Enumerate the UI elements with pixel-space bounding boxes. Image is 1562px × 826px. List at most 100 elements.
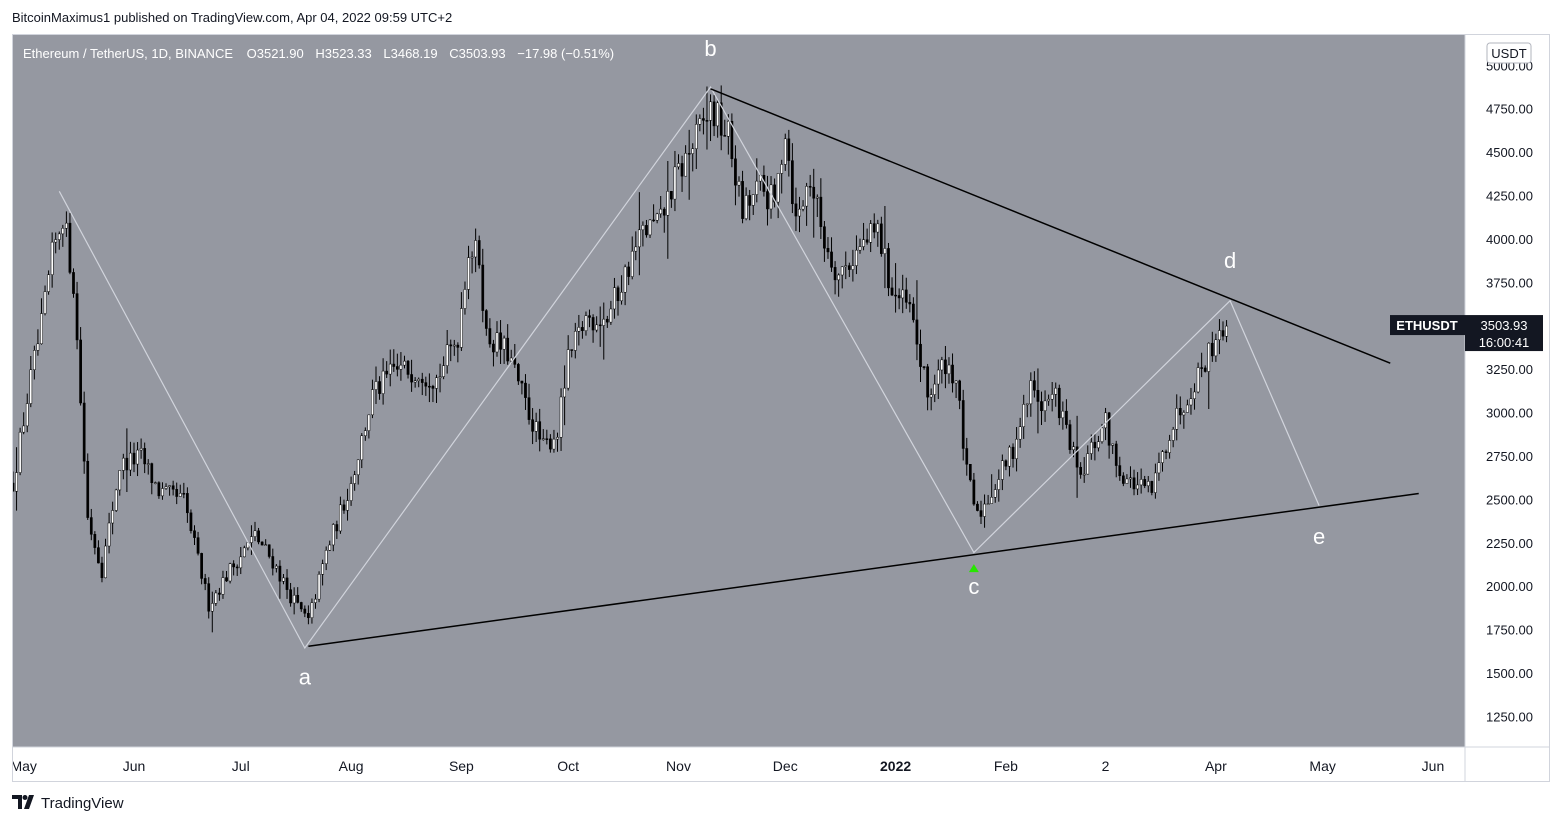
candle-body (339, 504, 342, 532)
candle-body (492, 343, 495, 353)
candle-body (1036, 389, 1040, 402)
candle-body (1189, 398, 1193, 406)
candle-body (1018, 426, 1022, 440)
candle-body (435, 377, 438, 389)
price-tick-label: 3750.00 (1486, 275, 1533, 290)
candle-body (257, 530, 260, 543)
candle-body (904, 289, 908, 303)
time-axis[interactable] (13, 747, 1465, 781)
candle-body (349, 483, 353, 501)
candle-body (499, 332, 502, 350)
candle-body (186, 493, 189, 514)
candle-body (86, 460, 90, 518)
candle-body (456, 344, 460, 348)
candle-body (403, 360, 406, 366)
candle-body (566, 349, 570, 389)
candle-body (1047, 398, 1050, 402)
candle-body (947, 364, 951, 375)
candle-body (111, 510, 115, 524)
candle-body (570, 349, 574, 351)
candle-body (847, 265, 851, 270)
candle-body (1193, 391, 1196, 399)
candle-body (385, 370, 389, 375)
candle-body (61, 227, 65, 235)
price-axis[interactable] (1465, 35, 1549, 781)
candle-body (826, 247, 830, 253)
candle-body (620, 292, 623, 302)
trendlines[interactable] (308, 88, 1419, 648)
candle-body (602, 318, 606, 326)
plot-area[interactable] (13, 35, 1465, 747)
candle-body (506, 337, 510, 362)
candle-body (520, 380, 524, 384)
candle-body (200, 553, 203, 579)
candle-body (645, 225, 648, 236)
candle-body (285, 577, 289, 590)
candle-body (363, 430, 367, 436)
candle-body (1086, 453, 1090, 475)
triangle-trendline (710, 88, 1391, 364)
candle-body (324, 550, 328, 565)
candle-body (449, 344, 453, 347)
candle-body (93, 534, 97, 548)
footer-branding[interactable]: TradingView (12, 794, 124, 813)
candle-body (1150, 481, 1154, 493)
candle-body (1057, 387, 1061, 419)
candle-body (1093, 441, 1097, 449)
time-tick-label: Jun (123, 758, 146, 774)
candle-body (919, 343, 922, 367)
candle-body (1203, 367, 1207, 372)
candle-body (609, 308, 613, 323)
candle-body (819, 196, 823, 227)
wave-label-a: a (299, 665, 312, 690)
last-price-tag[interactable]: ETHUSDT 3503.93 16:00:41 (1390, 315, 1543, 352)
candle-body (68, 222, 72, 273)
candle-body (221, 577, 225, 595)
candle-body (787, 138, 791, 161)
time-tick-label: Dec (773, 758, 798, 774)
candle-body (207, 583, 211, 612)
candle-body (1161, 451, 1164, 463)
candle-body (171, 485, 175, 490)
ticker-label: ETHUSDT (1396, 318, 1457, 333)
candle-body (1146, 481, 1150, 487)
candle-body (104, 545, 107, 579)
candle-body (655, 213, 659, 221)
candle-body (538, 421, 542, 440)
candle-body (1100, 427, 1104, 442)
candle-body (869, 223, 873, 243)
candle-body (976, 503, 979, 511)
candle-body (428, 385, 431, 388)
candle-body (591, 317, 595, 331)
candle-body (677, 163, 680, 168)
candle-body (865, 239, 869, 243)
candle-body (374, 381, 378, 390)
candle-body (933, 383, 937, 395)
candle-body (203, 578, 207, 584)
candle-body (641, 225, 645, 231)
candle-body (417, 378, 421, 381)
candle-body (292, 594, 296, 604)
symbol-name: Ethereum / TetherUS, 1D, BINANCE (23, 46, 233, 61)
candle-body (613, 287, 616, 310)
candle-body (940, 359, 944, 371)
candle-body (371, 389, 374, 416)
candle-body (1033, 380, 1036, 391)
candle-body (798, 208, 801, 217)
candle-body (1089, 441, 1093, 454)
currency-badge[interactable]: USDT (1486, 42, 1532, 64)
candle-body (541, 438, 545, 440)
candle-body (794, 203, 798, 217)
candle-body (776, 173, 780, 203)
candle-body (235, 566, 239, 569)
candle-body (563, 387, 566, 398)
candle-body (502, 337, 506, 350)
candle-body (926, 366, 929, 398)
candle-body (79, 339, 82, 404)
candle-body (395, 366, 399, 370)
candle-body (783, 138, 787, 165)
candle-body (442, 365, 445, 377)
candle-body (97, 547, 100, 564)
